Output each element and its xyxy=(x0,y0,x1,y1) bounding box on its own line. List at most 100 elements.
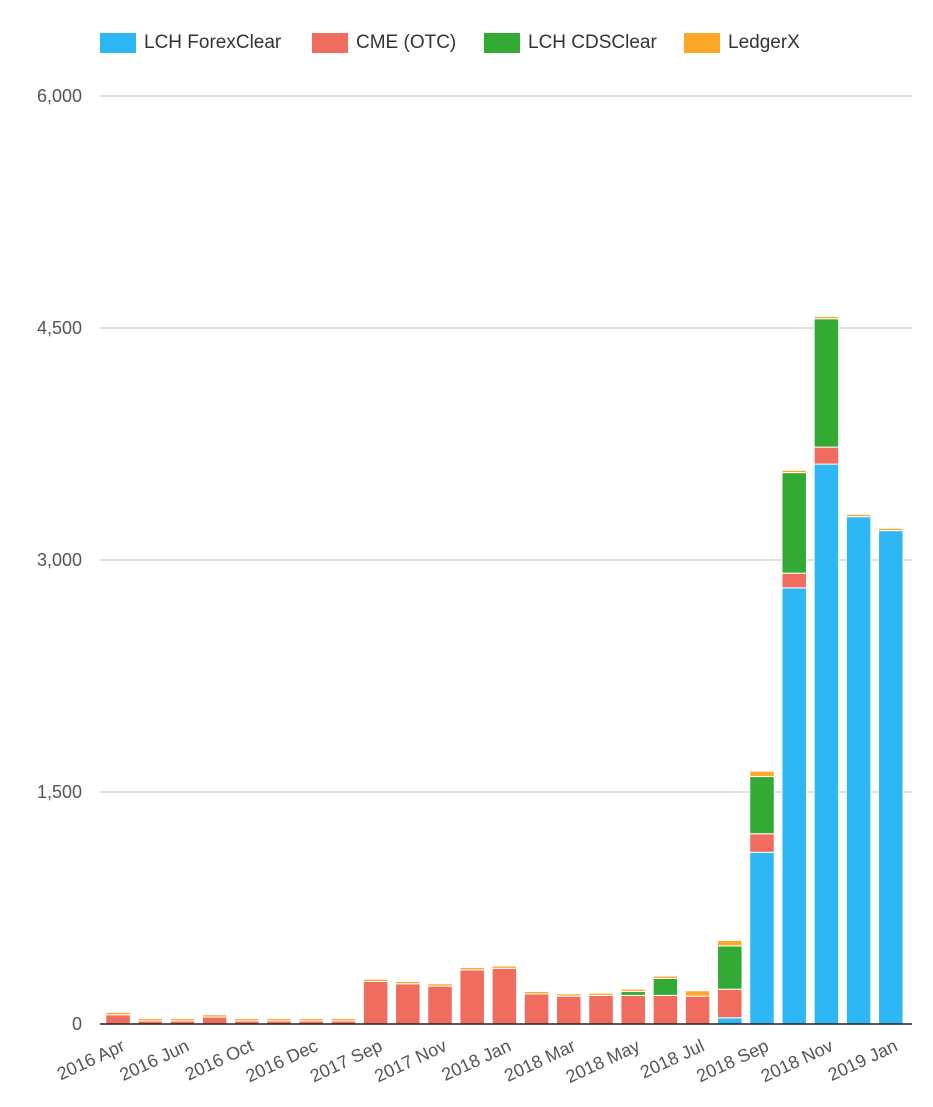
bar-stack[interactable] xyxy=(298,1018,324,1025)
bar-segment[interactable] xyxy=(684,990,711,997)
y-tick-label: 4,500 xyxy=(37,318,82,338)
y-axis-tick-labels: 0 1,500 3,000 4,500 6,000 xyxy=(37,86,82,1034)
legend-item-cme-otc[interactable]: CME (OTC) xyxy=(312,32,456,54)
bar-segment[interactable] xyxy=(395,980,421,985)
bar-stack[interactable] xyxy=(749,770,775,1025)
bar-segment[interactable] xyxy=(749,770,775,778)
bar-stack[interactable] xyxy=(717,939,743,1025)
legend-swatch-ledgerx xyxy=(684,33,720,53)
bar-segment[interactable] xyxy=(169,1018,196,1022)
bar-segment[interactable] xyxy=(781,572,807,589)
bar-segment[interactable] xyxy=(234,1018,260,1022)
bar-segment[interactable] xyxy=(813,446,840,465)
bar-stack[interactable] xyxy=(459,967,485,1025)
bar-segment[interactable] xyxy=(878,530,904,1025)
bar-segment[interactable] xyxy=(201,1014,228,1018)
x-tick-label: 2016 Apr xyxy=(54,1035,128,1084)
bar-segment[interactable] xyxy=(717,939,743,947)
bar-segment[interactable] xyxy=(620,994,646,1025)
y-tick-label: 0 xyxy=(72,1014,82,1034)
x-tick-label: 2018 Nov xyxy=(758,1035,836,1086)
bar-segment[interactable] xyxy=(717,1017,743,1025)
legend-swatch-lch-forexclear xyxy=(100,33,136,53)
bar-stack[interactable] xyxy=(362,978,389,1025)
bar-stack[interactable] xyxy=(620,988,646,1025)
bar-segment[interactable] xyxy=(395,983,421,1025)
legend-swatch-lch-cdsclear xyxy=(484,33,520,53)
bar-segment[interactable] xyxy=(781,472,807,574)
bar-stack[interactable] xyxy=(169,1018,196,1025)
x-tick-label: 2016 Dec xyxy=(243,1035,321,1086)
bar-stack[interactable] xyxy=(556,993,582,1025)
bar-segment[interactable] xyxy=(105,1011,131,1016)
bar-stack[interactable] xyxy=(523,991,550,1025)
bar-stack[interactable] xyxy=(684,990,711,1025)
bar-stack[interactable] xyxy=(234,1018,260,1025)
y-tick-label: 1,500 xyxy=(37,782,82,802)
bar-segment[interactable] xyxy=(813,318,840,448)
bar-stack[interactable] xyxy=(105,1011,131,1025)
bar-segment[interactable] xyxy=(491,965,518,969)
bar-segment[interactable] xyxy=(201,1016,228,1025)
bar-segment[interactable] xyxy=(523,993,550,1025)
bar-stack[interactable] xyxy=(588,992,614,1025)
bar-segment[interactable] xyxy=(845,516,872,1025)
bar-segment[interactable] xyxy=(878,527,904,532)
bar-segment[interactable] xyxy=(266,1018,292,1022)
bar-segment[interactable] xyxy=(717,945,743,990)
bar-segment[interactable] xyxy=(749,776,775,835)
bar-segment[interactable] xyxy=(588,992,614,996)
bar-stack[interactable] xyxy=(266,1018,292,1025)
bar-segment[interactable] xyxy=(459,967,485,971)
bar-stacks xyxy=(105,315,904,1025)
bar-segment[interactable] xyxy=(813,463,840,1025)
bar-segment[interactable] xyxy=(652,994,679,1025)
x-tick-label: 2018 Jan xyxy=(439,1035,515,1084)
legend-item-lch-cdsclear[interactable]: LCH CDSClear xyxy=(484,32,657,54)
bar-segment[interactable] xyxy=(717,988,743,1019)
bar-stack[interactable] xyxy=(427,983,453,1025)
bar-segment[interactable] xyxy=(427,985,453,1025)
bar-segment[interactable] xyxy=(137,1018,163,1022)
bar-segment[interactable] xyxy=(362,980,389,1025)
bar-segment[interactable] xyxy=(330,1018,357,1022)
bar-stack[interactable] xyxy=(491,965,518,1025)
bar-segment[interactable] xyxy=(556,995,582,1025)
bar-segment[interactable] xyxy=(620,991,646,996)
bar-segment[interactable] xyxy=(588,994,614,1025)
bar-segment[interactable] xyxy=(749,833,775,853)
bar-segment[interactable] xyxy=(491,967,518,1025)
bar-segment[interactable] xyxy=(298,1018,324,1022)
bar-segment[interactable] xyxy=(781,469,807,474)
bar-segment[interactable] xyxy=(459,969,485,1025)
bar-segment[interactable] xyxy=(845,513,872,518)
bar-segment[interactable] xyxy=(652,977,679,996)
bar-segment[interactable] xyxy=(652,975,679,979)
bar-stack[interactable] xyxy=(813,315,840,1025)
bar-segment[interactable] xyxy=(105,1014,131,1025)
bar-segment[interactable] xyxy=(427,983,453,987)
bar-segment[interactable] xyxy=(523,991,550,995)
bar-stack[interactable] xyxy=(137,1018,163,1025)
bar-stack[interactable] xyxy=(878,527,904,1025)
bar-segment[interactable] xyxy=(781,587,807,1025)
bar-segment[interactable] xyxy=(813,315,840,320)
bar-segment[interactable] xyxy=(362,978,389,982)
bar-segment[interactable] xyxy=(749,851,775,1025)
bar-stack[interactable] xyxy=(395,980,421,1025)
x-tick-label: 2017 Sep xyxy=(307,1035,385,1086)
legend-label: LCH ForexClear xyxy=(144,32,282,53)
bar-stack[interactable] xyxy=(845,513,872,1025)
bar-stack[interactable] xyxy=(781,469,807,1025)
legend-label: LedgerX xyxy=(728,32,800,53)
bar-stack[interactable] xyxy=(201,1014,228,1025)
legend-item-ledgerx[interactable]: LedgerX xyxy=(684,32,800,54)
x-tick-label: 2016 Oct xyxy=(182,1035,257,1084)
bar-segment[interactable] xyxy=(684,995,711,1025)
bar-segment[interactable] xyxy=(556,993,582,997)
x-tick-label: 2016 Jun xyxy=(117,1035,193,1084)
bar-stack[interactable] xyxy=(330,1018,357,1025)
bar-segment[interactable] xyxy=(620,988,646,993)
legend-item-lch-forexclear[interactable]: LCH ForexClear xyxy=(100,32,281,54)
bar-stack[interactable] xyxy=(652,975,679,1025)
